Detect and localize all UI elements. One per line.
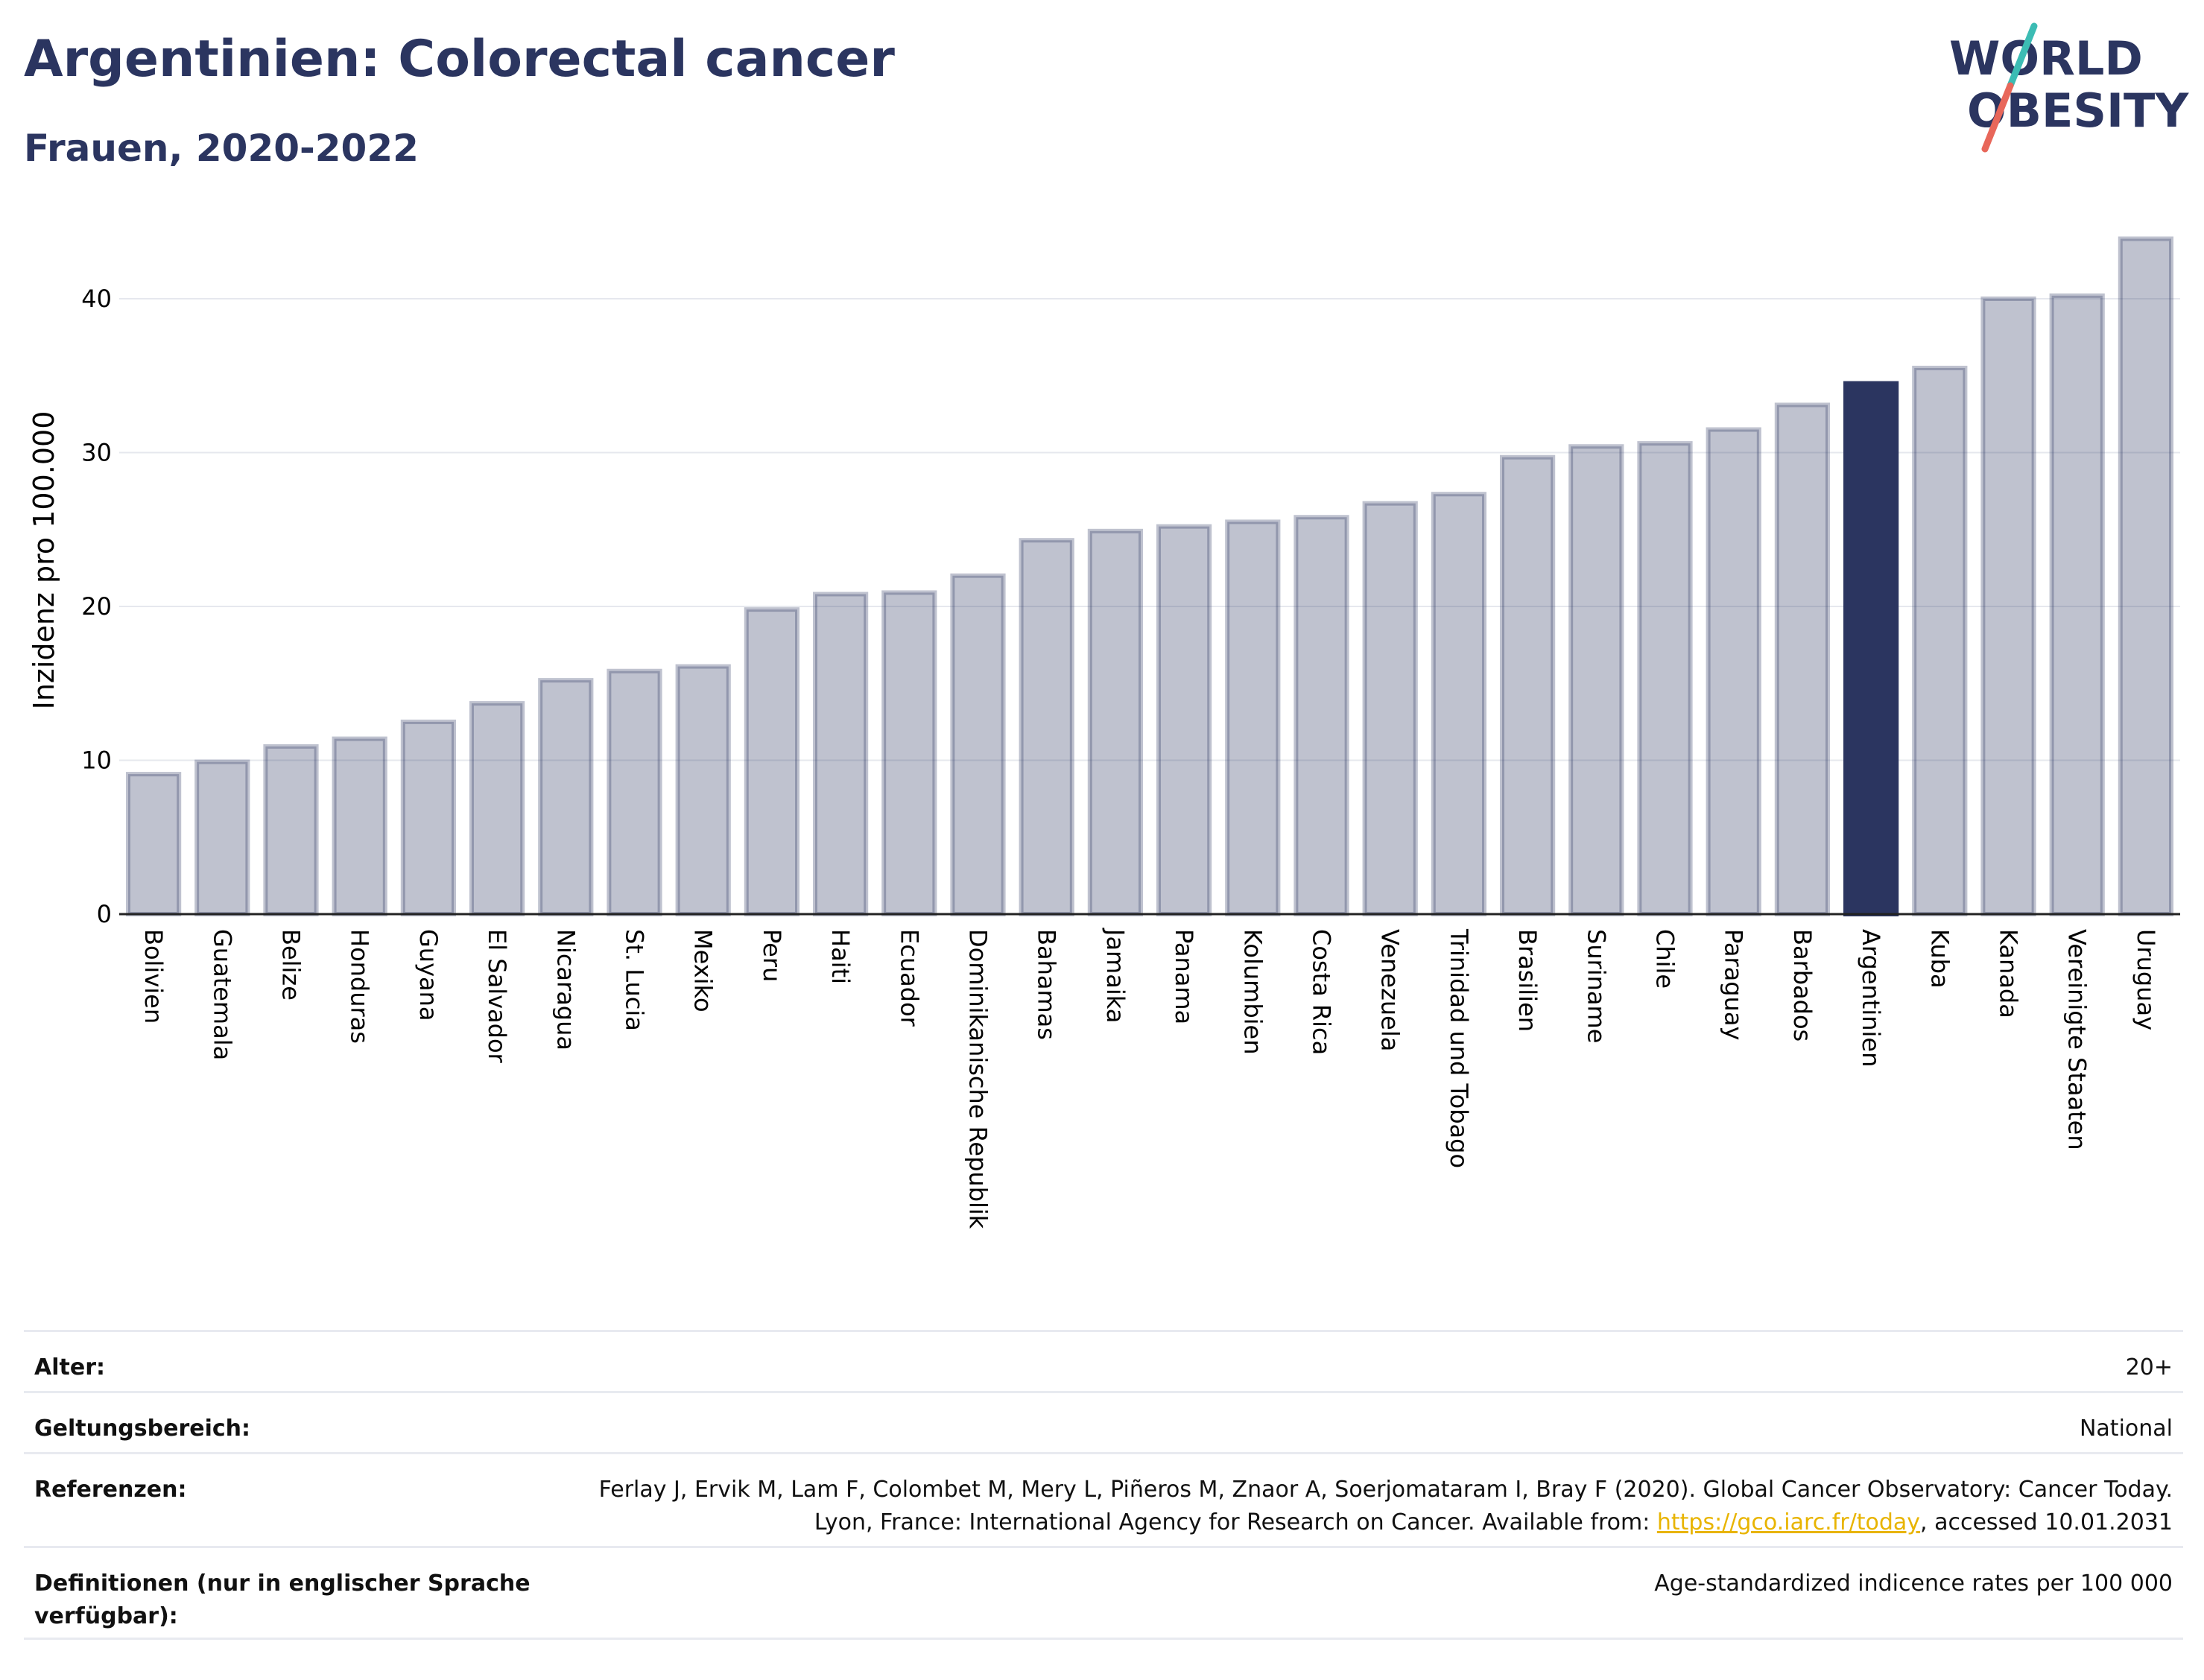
x-tick-label: Jamaika bbox=[1101, 928, 1130, 1023]
y-tick-label: 30 bbox=[81, 439, 112, 467]
bar-panama bbox=[1156, 524, 1212, 916]
x-tick-label: Mexiko bbox=[689, 929, 718, 1012]
bar-guatemala bbox=[194, 759, 250, 916]
x-axis-labels: Bolivien Guatemala Belize Honduras Guyana El … bbox=[139, 928, 2160, 1229]
y-tick-label: 0 bbox=[97, 900, 112, 928]
bar-trinidad-und-tobago bbox=[1431, 492, 1487, 916]
chart-subtitle: Frauen, 2020-2022 bbox=[24, 127, 419, 170]
logo-text-world: WORLD bbox=[1949, 31, 2143, 86]
age-value: 20+ bbox=[2125, 1354, 2173, 1381]
x-tick-label: Brasilien bbox=[1513, 929, 1542, 1032]
references-label: Referenzen: bbox=[34, 1477, 187, 1503]
x-tick-label: Paraguay bbox=[1720, 929, 1748, 1040]
bar-costa-rica bbox=[1293, 515, 1349, 916]
meta-row-age: Alter: 20+ bbox=[24, 1330, 2183, 1391]
x-tick-label: Ecuador bbox=[895, 929, 923, 1027]
bar-paraguay bbox=[1706, 427, 1761, 916]
x-tick-label: El Salvador bbox=[483, 929, 511, 1064]
bar-ecuador bbox=[881, 590, 937, 916]
x-tick-label: Kuba bbox=[1925, 929, 1954, 989]
x-tick-label: Panama bbox=[1170, 929, 1198, 1024]
y-tick-label: 40 bbox=[81, 285, 112, 313]
bar-vereinigte-staaten bbox=[2049, 293, 2105, 916]
bar-chart: 0 10 20 30 40 Bolivien Guatemala Belize Hondura… bbox=[28, 236, 2180, 1229]
age-label: Alter: bbox=[34, 1354, 105, 1381]
bar-jamaika bbox=[1087, 528, 1144, 916]
bar-suriname bbox=[1568, 444, 1624, 916]
x-tick-label: Kolumbien bbox=[1238, 929, 1267, 1054]
meta-row-references: Referenzen: Ferlay J, Ervik M, Lam F, Co… bbox=[24, 1452, 2183, 1546]
logo-slash-red bbox=[1981, 82, 2014, 153]
bar-brasilien bbox=[1499, 454, 1556, 916]
bar-haiti bbox=[812, 592, 869, 916]
reference-link[interactable]: https://gco.iarc.fr/today bbox=[1656, 1509, 1921, 1535]
x-tick-label: Dominikanische Republik bbox=[964, 929, 992, 1229]
x-tick-label: Guatemala bbox=[208, 929, 236, 1060]
bar-kolumbien bbox=[1225, 519, 1281, 916]
x-tick-label: Haiti bbox=[826, 929, 855, 984]
gridlines bbox=[119, 298, 2180, 761]
metadata-table: Alter: 20+ Geltungsbereich: National Ref… bbox=[24, 1330, 2183, 1640]
x-tick-label: Barbados bbox=[1788, 929, 1817, 1042]
bar-belize bbox=[263, 744, 319, 916]
x-tick-label: Belize bbox=[277, 929, 305, 1001]
bar-nicaragua bbox=[538, 678, 594, 916]
logo-slash-teal bbox=[2007, 22, 2038, 89]
chart-title: Argentinien: Colorectal cancer bbox=[24, 30, 895, 89]
bars bbox=[125, 236, 2174, 917]
world-obesity-logo: WORLD OBESITY bbox=[1949, 22, 2189, 153]
bar-barbados bbox=[1774, 402, 1831, 916]
bar-peru bbox=[744, 607, 800, 916]
reference-text: Ferlay J, Ervik M, Lam F, Colombet M, Me… bbox=[598, 1477, 2173, 1535]
bar-venezuela bbox=[1362, 501, 1418, 916]
bar-st-lucia bbox=[607, 668, 662, 916]
reference-accessed: , accessed 10.01.2031 bbox=[1920, 1509, 2173, 1535]
x-tick-label: Costa Rica bbox=[1308, 929, 1336, 1055]
x-tick-label: Trinidad und Tobago bbox=[1445, 928, 1473, 1168]
bar-uruguay bbox=[2118, 236, 2174, 916]
x-tick-label: Bolivien bbox=[139, 929, 168, 1024]
x-tick-label: Vereinigte Staaten bbox=[2063, 929, 2091, 1150]
bar-kuba bbox=[1912, 365, 1968, 916]
x-tick-label: Nicaragua bbox=[551, 929, 580, 1050]
y-axis-title: Inzidenz pro 100.000 bbox=[28, 411, 60, 710]
x-tick-label: Peru bbox=[758, 929, 786, 982]
bar-dominikanische-republik bbox=[950, 573, 1006, 916]
bar-bahamas bbox=[1019, 538, 1074, 917]
x-tick-label: Venezuela bbox=[1376, 929, 1405, 1051]
x-tick-label: St. Lucia bbox=[621, 929, 649, 1031]
definitions-value: Age-standardized indicence rates per 100… bbox=[1654, 1570, 2173, 1597]
bar-el-salvador bbox=[469, 701, 525, 916]
x-tick-label: Uruguay bbox=[2132, 929, 2160, 1030]
meta-row-scope: Geltungsbereich: National bbox=[24, 1391, 2183, 1452]
y-axis-ticks: 0 10 20 30 40 bbox=[81, 285, 112, 928]
x-tick-label: Suriname bbox=[1582, 929, 1610, 1043]
bar-argentinien bbox=[1843, 381, 1899, 916]
scope-value: National bbox=[2079, 1416, 2173, 1442]
bar-guyana bbox=[400, 719, 457, 916]
bar-mexiko bbox=[675, 664, 731, 916]
x-tick-label: Guyana bbox=[414, 929, 443, 1021]
bar-bolivien bbox=[125, 772, 182, 916]
references-value: Ferlay J, Ervik M, Lam F, Colombet M, Me… bbox=[571, 1474, 2173, 1539]
x-tick-label: Argentinien bbox=[1857, 929, 1885, 1067]
meta-row-definitions: Definitionen (nur in englischer Sprache … bbox=[24, 1546, 2183, 1640]
x-tick-label: Kanada bbox=[1995, 929, 2023, 1018]
x-tick-label: Honduras bbox=[346, 929, 374, 1044]
bar-chile bbox=[1637, 441, 1693, 916]
bar-kanada bbox=[1980, 297, 2036, 916]
y-tick-label: 10 bbox=[81, 747, 112, 775]
scope-label: Geltungsbereich: bbox=[34, 1416, 251, 1442]
x-tick-label: Chile bbox=[1651, 929, 1679, 989]
y-tick-label: 20 bbox=[81, 592, 112, 621]
definitions-label: Definitionen (nur in englischer Sprache … bbox=[34, 1570, 531, 1629]
bar-honduras bbox=[332, 736, 387, 917]
x-tick-label: Bahamas bbox=[1033, 929, 1061, 1040]
